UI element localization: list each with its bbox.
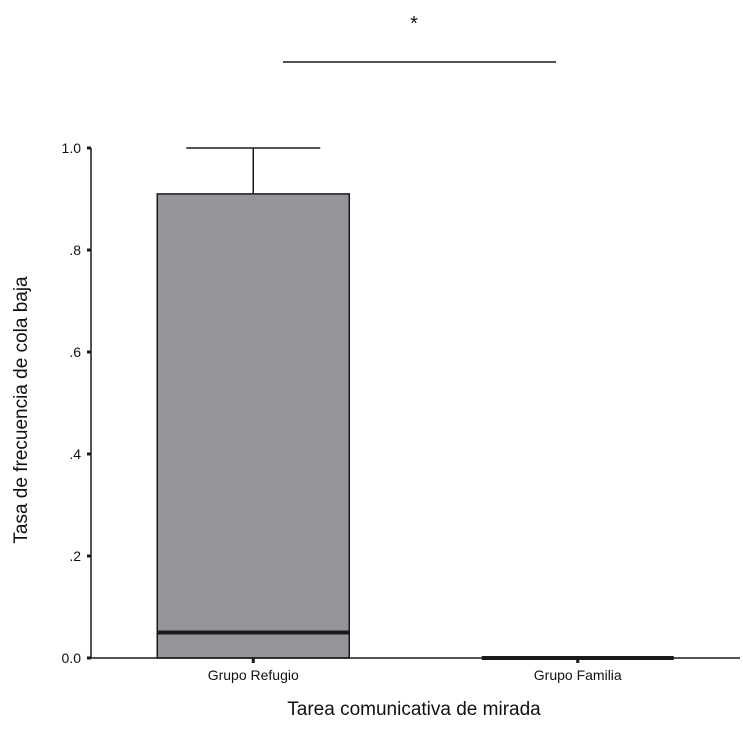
x-axis-label: Tarea comunicativa de mirada bbox=[287, 699, 541, 720]
y-tick-label: 0.0 bbox=[62, 650, 82, 666]
box-grupo-refugio bbox=[156, 193, 350, 659]
x-tick-label: Grupo Familia bbox=[534, 667, 622, 683]
significance-marker: * bbox=[410, 13, 418, 35]
y-tick-label: .6 bbox=[69, 344, 81, 360]
y-tick-label: .8 bbox=[69, 242, 81, 258]
significance-annotation: * bbox=[283, 13, 556, 63]
plot-marks bbox=[156, 147, 674, 660]
y-tick-label: .2 bbox=[69, 548, 81, 564]
y-tick-label: 1.0 bbox=[62, 140, 82, 156]
y-axis-label: Tasa de frecuencia de cola baja bbox=[11, 276, 32, 544]
y-tick-label: .4 bbox=[69, 446, 81, 462]
x-axis-ticks: Grupo Refugio Grupo Familia bbox=[208, 658, 622, 683]
y-axis-ticks: 0.0 .2 .4 .6 .8 1.0 bbox=[62, 140, 91, 666]
x-tick-label: Grupo Refugio bbox=[208, 667, 299, 683]
